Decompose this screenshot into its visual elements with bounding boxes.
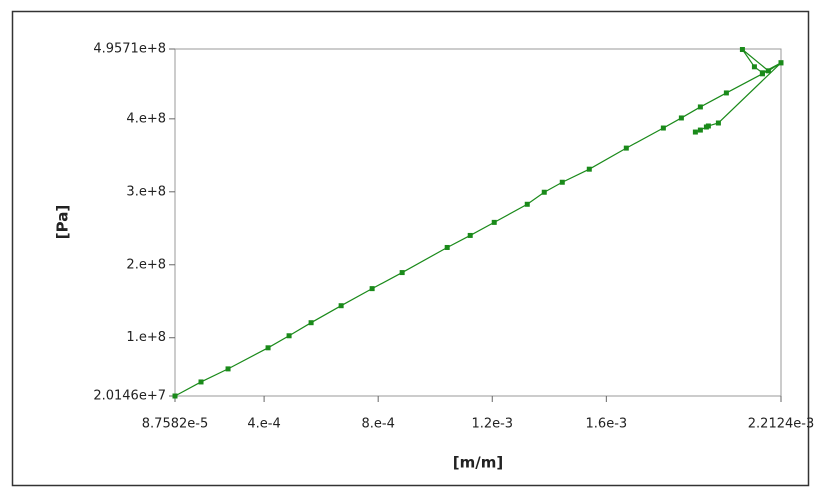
y-tick-label: 2.e+8 [126, 257, 166, 272]
data-point [715, 120, 721, 126]
series-line [174, 49, 782, 397]
y-tick-label: 3.e+8 [126, 184, 166, 199]
data-point [697, 104, 703, 110]
data-point [308, 320, 314, 326]
data-point [338, 303, 344, 309]
data-point [225, 366, 231, 372]
data-point [723, 90, 729, 96]
x-tick-label: 1.2e-3 [471, 417, 513, 432]
data-point [369, 286, 375, 292]
y-tick-label: 4.9571e+8 [93, 42, 166, 57]
data-point [765, 68, 771, 74]
data-point [524, 201, 530, 207]
data-point [172, 393, 178, 399]
data-point [678, 115, 684, 121]
y-tick-label: 4.e+8 [126, 111, 166, 126]
data-point [660, 125, 666, 131]
data-point [286, 333, 292, 339]
x-tick-label: 8.7582e-5 [142, 417, 208, 432]
data-point [703, 124, 709, 130]
data-point [692, 129, 698, 135]
x-tick-label: 1.6e-3 [586, 417, 628, 432]
data-point [467, 232, 473, 238]
data-point [198, 379, 204, 385]
data-point [586, 166, 592, 172]
x-axis-title: [m/m] [453, 454, 503, 472]
data-point [541, 189, 547, 195]
data-point [759, 70, 765, 76]
y-tick-label: 1.e+8 [126, 330, 166, 345]
data-point [697, 127, 703, 133]
data-point [559, 179, 565, 185]
data-point [623, 145, 629, 151]
data-point [265, 345, 271, 351]
data-point [444, 244, 450, 250]
data-point [491, 219, 497, 225]
data-point [778, 60, 784, 66]
frame [11, 10, 810, 487]
x-tick-label: 8.e-4 [361, 417, 394, 432]
x-tick-label: 2.2124e-3 [748, 417, 814, 432]
plot-area [174, 48, 782, 397]
data-point [399, 270, 405, 276]
data-point [751, 64, 757, 70]
y-axis-title: [Pa] [54, 205, 72, 239]
y-tick-label: 2.0146e+7 [93, 389, 166, 404]
data-point [739, 47, 745, 53]
x-tick-label: 4.e-4 [247, 417, 280, 432]
